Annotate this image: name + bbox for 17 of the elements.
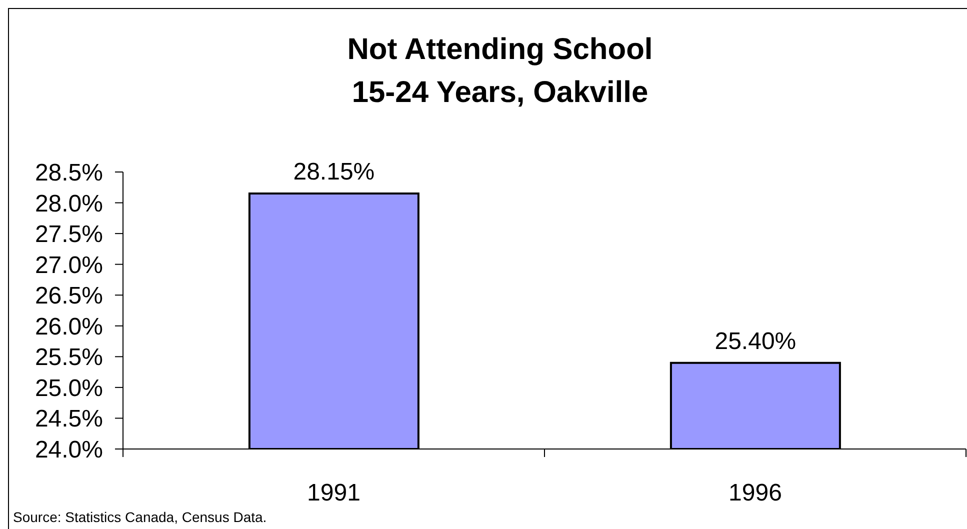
x-tick-label: 1991 [307, 479, 360, 506]
data-label: 25.40% [714, 328, 796, 355]
y-tick-label: 27.0% [34, 252, 103, 279]
y-tick-label: 28.5% [34, 160, 103, 187]
chart-subtitle: 15-24 Years, Oakville [350, 75, 650, 111]
x-tick-label: 1996 [728, 479, 782, 506]
chart-title: Not Attending School [346, 32, 654, 68]
y-tick-label: 27.5% [34, 221, 103, 248]
y-tick-label: 25.0% [34, 374, 103, 402]
y-tick-label: 24.5% [34, 406, 103, 433]
y-tick-label: 25.5% [34, 344, 103, 372]
source-note: Source: Statistics Canada, Census Data. [13, 509, 267, 525]
data-label: 28.15% [293, 158, 375, 186]
y-tick-label: 24.0% [34, 436, 103, 464]
y-tick-label: 28.0% [34, 190, 103, 218]
y-tick-label: 26.5% [34, 282, 103, 310]
y-tick-label: 26.0% [34, 313, 103, 340]
